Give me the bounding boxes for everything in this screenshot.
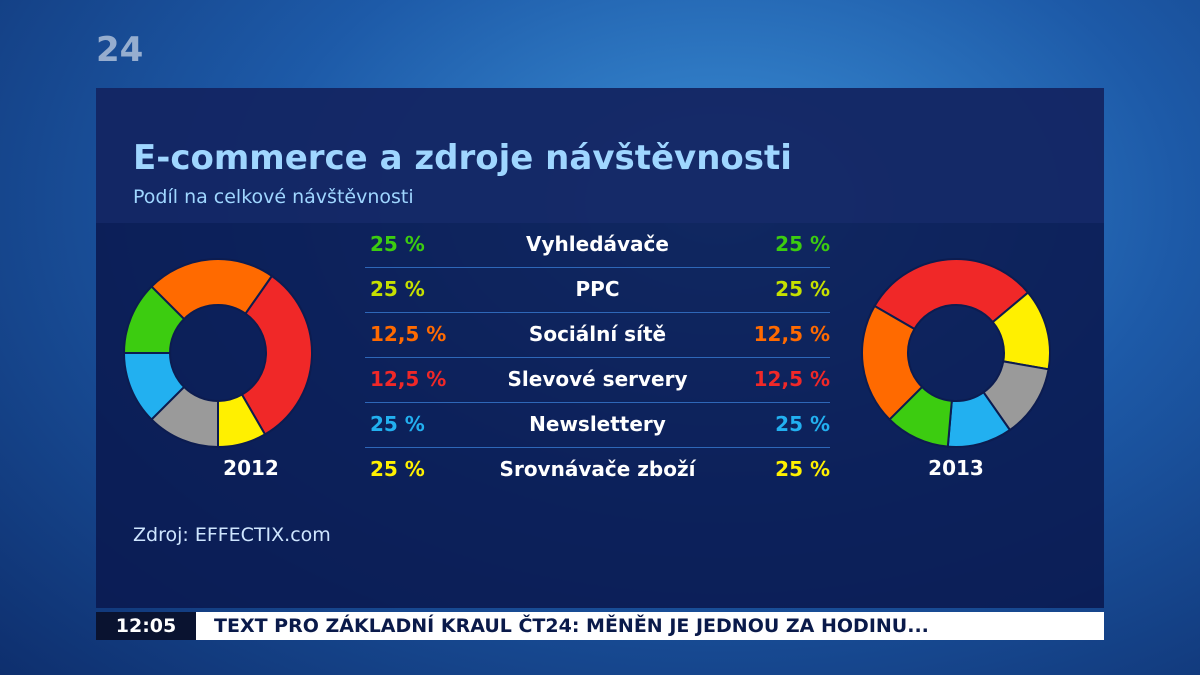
- row-value: 12,5 %: [753, 367, 830, 391]
- row-label: Vyhledávače: [526, 232, 669, 256]
- row-label: Newslettery: [529, 412, 666, 436]
- row-value: 25 %: [775, 457, 830, 481]
- row-value: 25 %: [370, 277, 425, 301]
- table-row: 25 % PPC 25 %: [365, 267, 830, 313]
- donut-segment: [122, 285, 186, 354]
- donut-segment: [150, 258, 274, 321]
- row-value: 12,5 %: [753, 322, 830, 346]
- row-value: 12,5 %: [370, 367, 447, 391]
- donut-segment: [861, 304, 924, 421]
- table-row: 25 % Vyhledávače 25 %: [365, 222, 830, 268]
- row-value: 25 %: [775, 412, 830, 436]
- row-value: 25 %: [370, 457, 425, 481]
- table-row: 12,5 % Sociální sítě 12,5 %: [365, 312, 830, 358]
- table-row: 25 % Srovnávače zboží 25 %: [365, 447, 830, 492]
- row-value: 25 %: [775, 232, 830, 256]
- donut-segment: [240, 274, 313, 436]
- logo: 24: [96, 30, 144, 70]
- title: E-commerce a zdroje návštěvnosti: [133, 138, 792, 178]
- ticker-text: TEXT PRO ZÁKLADNÍ KRAUL ČT24: MĚNĚN JE J…: [196, 612, 1104, 640]
- row-value: 25 %: [370, 232, 425, 256]
- table-row: 12,5 % Slevové servery 12,5 %: [365, 357, 830, 403]
- source: Zdroj: EFFECTIX.com: [133, 524, 331, 546]
- row-value: 12,5 %: [370, 322, 447, 346]
- row-label: Srovnávače zboží: [499, 457, 696, 481]
- subtitle: Podíl na celkové návštěvnosti: [133, 186, 414, 208]
- year-label: 2012: [223, 456, 279, 480]
- row-label: Sociální sítě: [528, 322, 667, 346]
- row-label: PPC: [575, 277, 620, 301]
- row-label: Slevové servery: [507, 367, 688, 391]
- panel-header: [96, 88, 1104, 223]
- row-value: 25 %: [775, 277, 830, 301]
- year-label: 2013: [928, 456, 984, 480]
- row-value: 25 %: [370, 412, 425, 436]
- table-row: 25 % Newslettery 25 %: [365, 402, 830, 448]
- donut-segment: [873, 258, 1030, 331]
- ticker-time: 12:05: [96, 612, 196, 640]
